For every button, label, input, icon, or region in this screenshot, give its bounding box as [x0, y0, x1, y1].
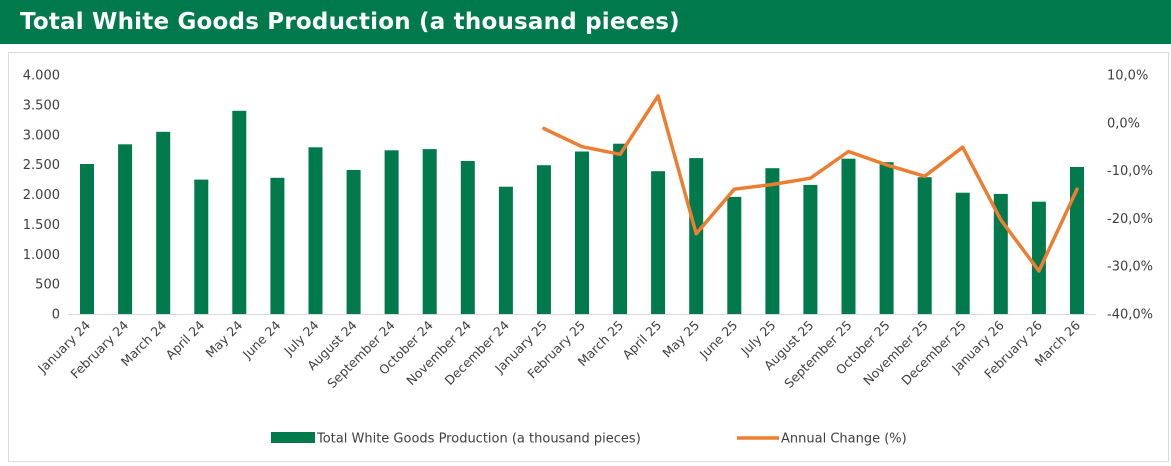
chart-header: Total White Goods Production (a thousand… [0, 0, 1171, 44]
bar [765, 168, 780, 314]
bar [422, 149, 437, 314]
category-label: May 24 [202, 317, 245, 360]
bar [270, 177, 285, 314]
bar [498, 186, 513, 314]
left-tick-label: 500 [35, 278, 60, 293]
bar [879, 162, 894, 314]
right-tick-label: -20,0% [1107, 212, 1153, 227]
left-tick-label: 2.500 [23, 158, 60, 173]
legend-bar-label: Total White Goods Production (a thousand… [316, 432, 641, 447]
left-tick-label: 1.000 [23, 248, 60, 263]
bar [1070, 167, 1084, 314]
bar [194, 179, 209, 314]
bar [613, 143, 628, 314]
bar [346, 170, 361, 314]
bar [917, 177, 932, 314]
bar-series [80, 110, 1084, 314]
right-tick-label: 0,0% [1107, 116, 1140, 131]
bar [955, 192, 970, 314]
bar [118, 144, 133, 314]
right-tick-label: -30,0% [1107, 260, 1153, 275]
bar [1031, 201, 1046, 314]
bar [575, 151, 589, 314]
line-series [542, 94, 1079, 273]
category-label: April 24 [163, 317, 208, 362]
legend: Total White Goods Production (a thousand… [271, 432, 907, 447]
left-tick-label: 4.000 [23, 69, 60, 84]
bar [803, 184, 818, 314]
bar [536, 165, 551, 314]
left-tick-label: 3.000 [23, 128, 60, 143]
right-tick-label: 10,0% [1107, 69, 1148, 84]
legend-line-label: Annual Change (%) [781, 432, 907, 447]
bar [460, 161, 475, 314]
category-label: June 24 [239, 317, 284, 362]
category-label: June 25 [696, 318, 741, 363]
right-tick-label: -10,0% [1107, 164, 1153, 179]
chart-title: Total White Goods Production (a thousand… [20, 9, 680, 35]
legend-bar-swatch [271, 432, 315, 443]
bar [308, 147, 323, 314]
left-tick-label: 2.000 [23, 188, 60, 203]
category-label: September 25 [781, 318, 855, 392]
bar [80, 164, 94, 314]
right-tick-label: -40,0% [1107, 308, 1153, 323]
bar [689, 158, 704, 314]
left-axis: 0 500 1.000 1.500 2.000 2.500 3.000 3.500 4.000 [23, 69, 60, 323]
left-tick-label: 3.500 [23, 98, 60, 113]
bar [727, 196, 742, 314]
category-label: September 24 [324, 317, 398, 391]
left-tick-label: 1.500 [23, 218, 60, 233]
right-axis: -40,0% -30,0% -20,0% -10,0% 0,0% 10,0% [1107, 69, 1153, 323]
category-label: April 25 [619, 318, 664, 363]
bar [384, 150, 399, 314]
bar [651, 171, 666, 314]
bar [156, 131, 171, 314]
bar [232, 110, 247, 314]
left-tick-label: 0 [52, 308, 60, 323]
category-label: May 25 [659, 318, 702, 361]
bar [841, 158, 856, 314]
